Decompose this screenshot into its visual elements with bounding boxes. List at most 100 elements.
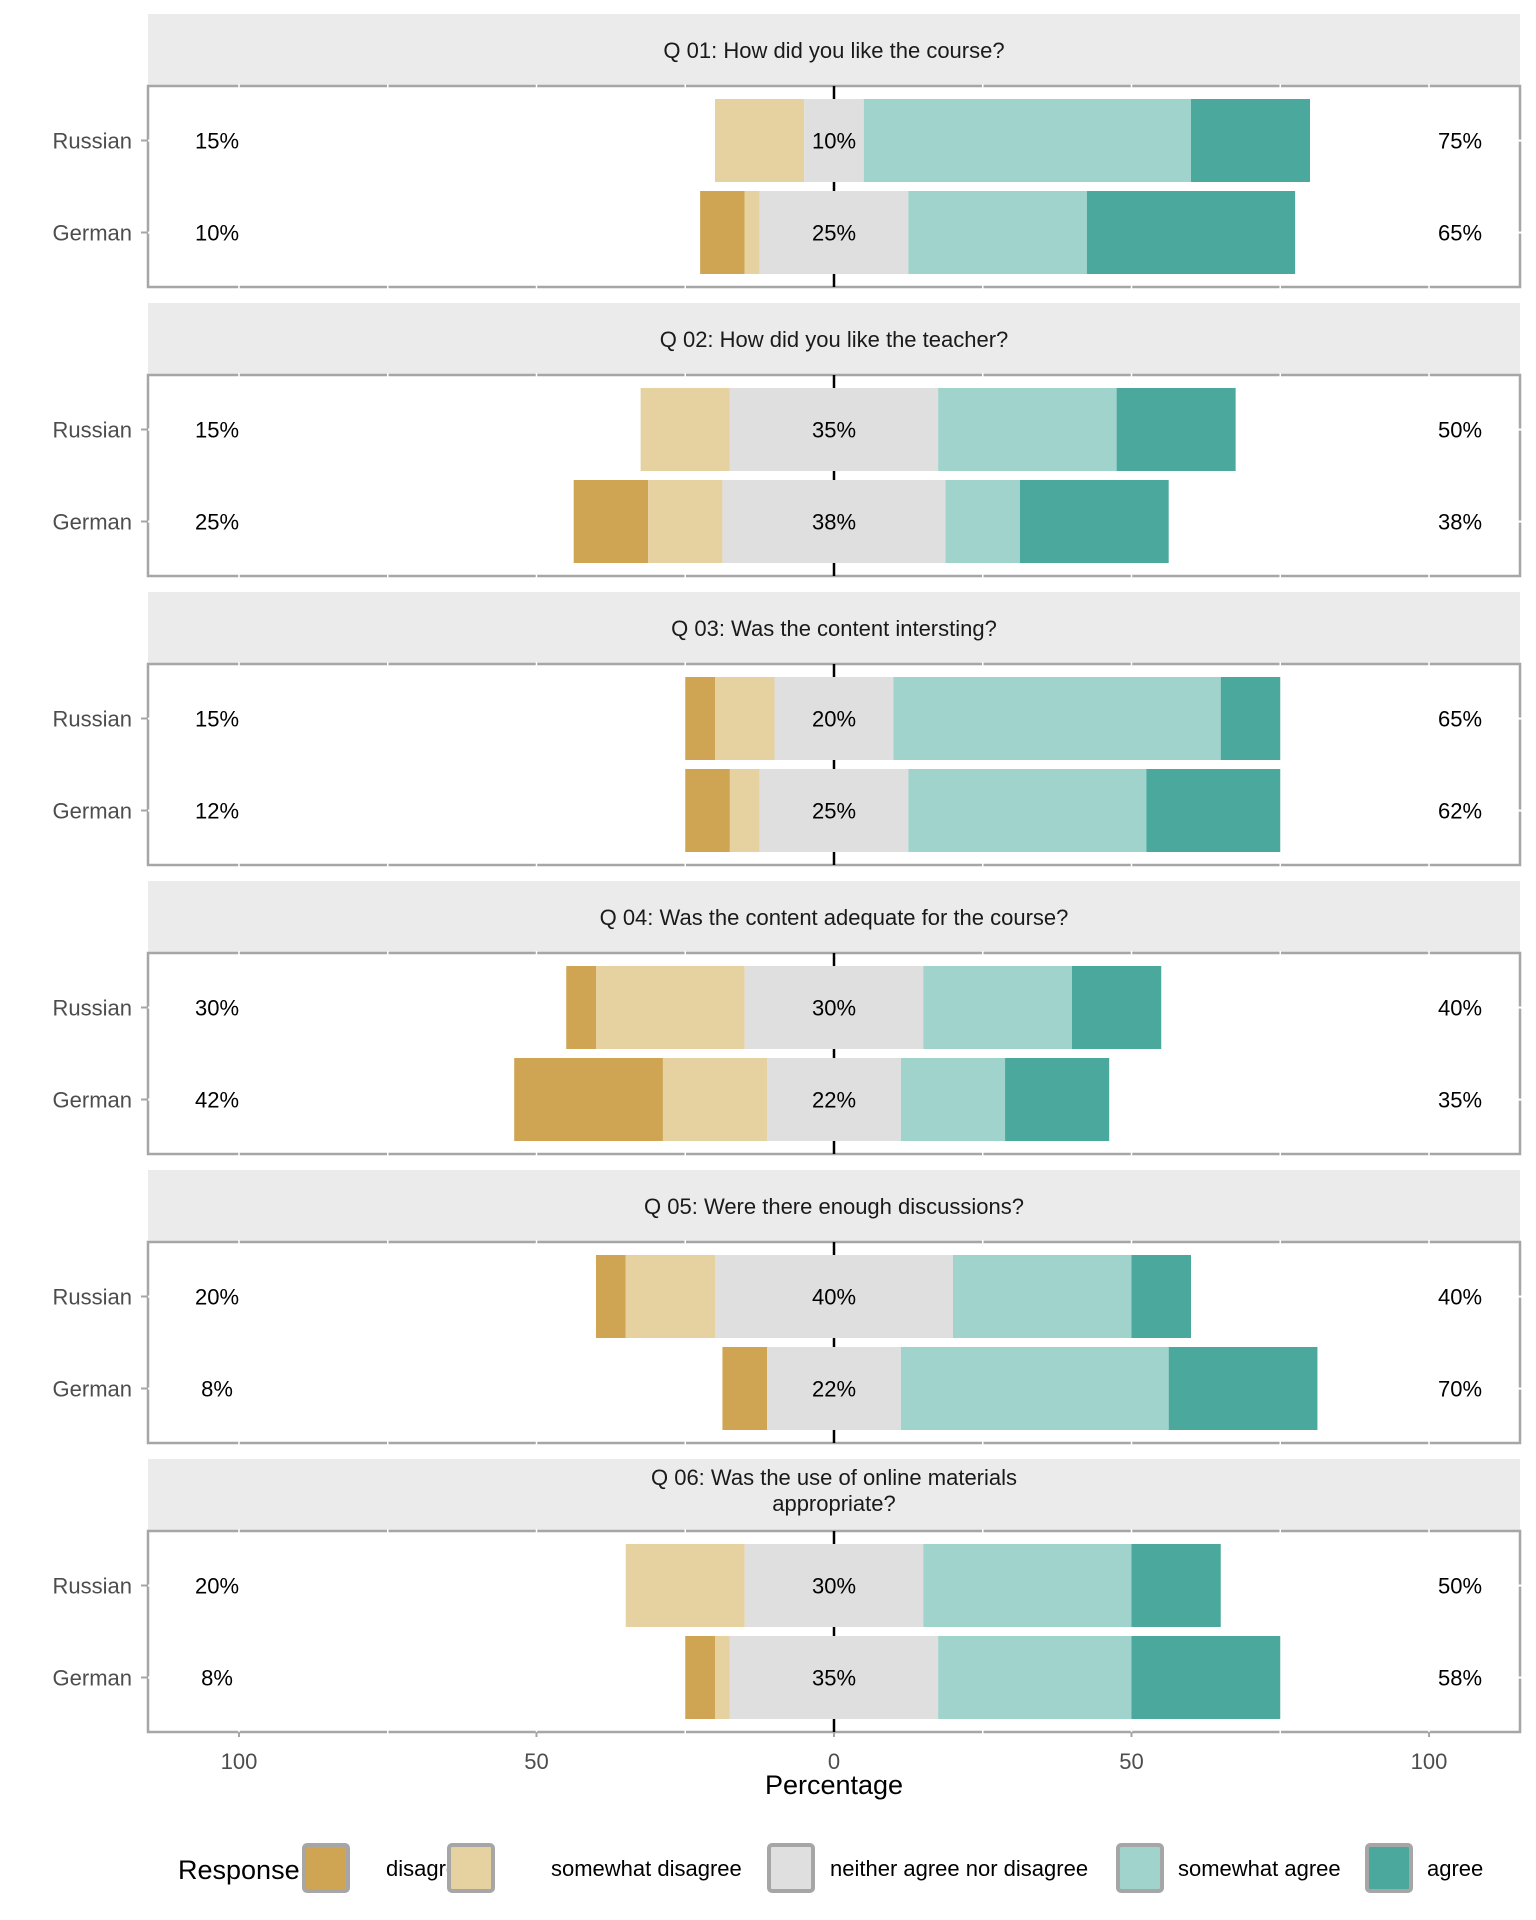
x-axis: 100 50 0 50 100 [221, 1732, 1448, 1774]
legend-item-somewhat-agree: somewhat agree [1116, 1843, 1341, 1893]
facet-strip [148, 881, 1520, 953]
bar-row-russian [640, 388, 1236, 471]
facet-title: Q 03: Was the content intersting? [671, 616, 997, 641]
high-percent-label: 40% [1438, 1285, 1482, 1310]
bar-segment-neither-agree-nor-disagree [729, 1636, 939, 1719]
x-tick-label: 100 [221, 1749, 258, 1774]
group-label: Russian [53, 707, 132, 732]
facet-title: appropriate? [772, 1491, 896, 1516]
group-label: German [53, 510, 132, 535]
legend-item-neither-agree-nor-disagree: neither agree nor disagree [767, 1843, 1088, 1893]
low-percent-label: 30% [195, 996, 239, 1021]
bar-segment-agree [1131, 1544, 1221, 1627]
high-percent-label: 50% [1438, 418, 1482, 443]
bar-segment-somewhat-disagree [596, 966, 745, 1049]
bar-segment-neither-agree-nor-disagree [722, 480, 946, 563]
bar-segment-neither-agree-nor-disagree [767, 1347, 901, 1430]
bar-segment-neither-agree-nor-disagree [759, 769, 909, 852]
low-percent-label: 25% [195, 510, 239, 535]
legend: Response disagree somewhat disagree neithe… [178, 1843, 1483, 1893]
legend-label: somewhat disagree [551, 1856, 742, 1881]
facet-strip [148, 14, 1520, 86]
bar-segment-somewhat-agree [938, 1636, 1132, 1719]
bar-segment-somewhat-disagree [715, 677, 775, 760]
low-percent-label: 42% [195, 1088, 239, 1113]
facet-title: Q 04: Was the content adequate for the c… [600, 905, 1069, 930]
bar-segment-somewhat-agree [923, 1544, 1132, 1627]
x-tick-label: 50 [1119, 1749, 1143, 1774]
bar-segment-neither-agree-nor-disagree [744, 1544, 924, 1627]
facet-title: Q 05: Were there enough discussions? [644, 1194, 1024, 1219]
low-percent-label: 8% [201, 1666, 233, 1691]
bar-segment-somewhat-disagree [729, 769, 760, 852]
legend-label: agree [1427, 1856, 1483, 1881]
bar-row-german [722, 1347, 1318, 1430]
bar-segment-somewhat-agree [893, 677, 1221, 760]
bar-row-german [573, 480, 1169, 563]
facet-strip [148, 1459, 1520, 1531]
group-label: German [53, 1666, 132, 1691]
group-label: Russian [53, 996, 132, 1021]
high-percent-label: 62% [1438, 799, 1482, 824]
bar-row-russian [625, 1544, 1221, 1627]
x-tick-label: 50 [524, 1749, 548, 1774]
neutral-percent-label: 40% [812, 1285, 856, 1310]
facet-strip [148, 303, 1520, 375]
high-percent-label: 50% [1438, 1574, 1482, 1599]
legend-key [447, 1843, 495, 1893]
legend-title: Response [178, 1855, 300, 1885]
bar-segment-agree [1146, 769, 1281, 852]
facet-panels: Q 01: How did you like the course? Russia… [53, 14, 1523, 1734]
bar-segment-somewhat-agree [900, 1058, 1006, 1141]
bar-segment-agree [1072, 966, 1162, 1049]
bar-segment-disagree [685, 1636, 715, 1719]
x-tick-label: 100 [1411, 1749, 1448, 1774]
high-percent-label: 58% [1438, 1666, 1482, 1691]
bar-segment-neither-agree-nor-disagree [774, 677, 894, 760]
facet-title: Q 01: How did you like the course? [663, 38, 1004, 63]
bar-row-german [685, 1636, 1281, 1719]
legend-key [767, 1843, 815, 1893]
bar-segment-somewhat-disagree [640, 388, 730, 471]
x-tick-label: 0 [828, 1749, 840, 1774]
low-percent-label: 12% [195, 799, 239, 824]
bar-segment-somewhat-disagree [625, 1255, 715, 1338]
bar-segment-disagree [685, 769, 730, 852]
high-percent-label: 38% [1438, 510, 1482, 535]
bar-segment-neither-agree-nor-disagree [804, 99, 864, 182]
bar-segment-neither-agree-nor-disagree [729, 388, 939, 471]
bar-segment-somewhat-disagree [715, 1636, 730, 1719]
bar-segment-neither-agree-nor-disagree [759, 191, 909, 274]
facet-title: Q 06: Was the use of online materials [651, 1465, 1017, 1490]
bar-row-russian [596, 1255, 1191, 1338]
bar-row-russian [566, 966, 1162, 1049]
bar-segment-agree [1086, 191, 1296, 274]
bar-segment-somewhat-agree [923, 966, 1072, 1049]
bar-segment-somewhat-disagree [715, 99, 805, 182]
low-percent-label: 15% [195, 129, 239, 154]
facet-strip [148, 592, 1520, 664]
group-label: Russian [53, 418, 132, 443]
bar-segment-agree [1005, 1058, 1110, 1141]
facet-title: Q 02: How did you like the teacher? [660, 327, 1009, 352]
bar-segment-disagree [685, 677, 715, 760]
bar-row-german [514, 1058, 1110, 1141]
low-percent-label: 15% [195, 418, 239, 443]
facet-panel: Q 03: Was the content intersting? Russian… [53, 592, 1523, 867]
neutral-percent-label: 30% [812, 996, 856, 1021]
bar-segment-somewhat-agree [953, 1255, 1132, 1338]
bar-segment-somewhat-agree [900, 1347, 1169, 1430]
bar-segment-disagree [722, 1347, 768, 1430]
bar-segment-agree [1019, 480, 1169, 563]
legend-key [1365, 1843, 1413, 1893]
group-label: Russian [53, 1574, 132, 1599]
bar-segment-agree [1131, 1255, 1191, 1338]
legend-label: somewhat agree [1178, 1856, 1341, 1881]
legend-key [1116, 1843, 1164, 1893]
bar-segment-somewhat-disagree [744, 191, 760, 274]
bar-segment-disagree [596, 1255, 626, 1338]
bar-segment-disagree [573, 480, 649, 563]
bar-segment-disagree [700, 191, 745, 274]
facet-panel: Q 05: Were there enough discussions? Russ… [53, 1170, 1523, 1445]
